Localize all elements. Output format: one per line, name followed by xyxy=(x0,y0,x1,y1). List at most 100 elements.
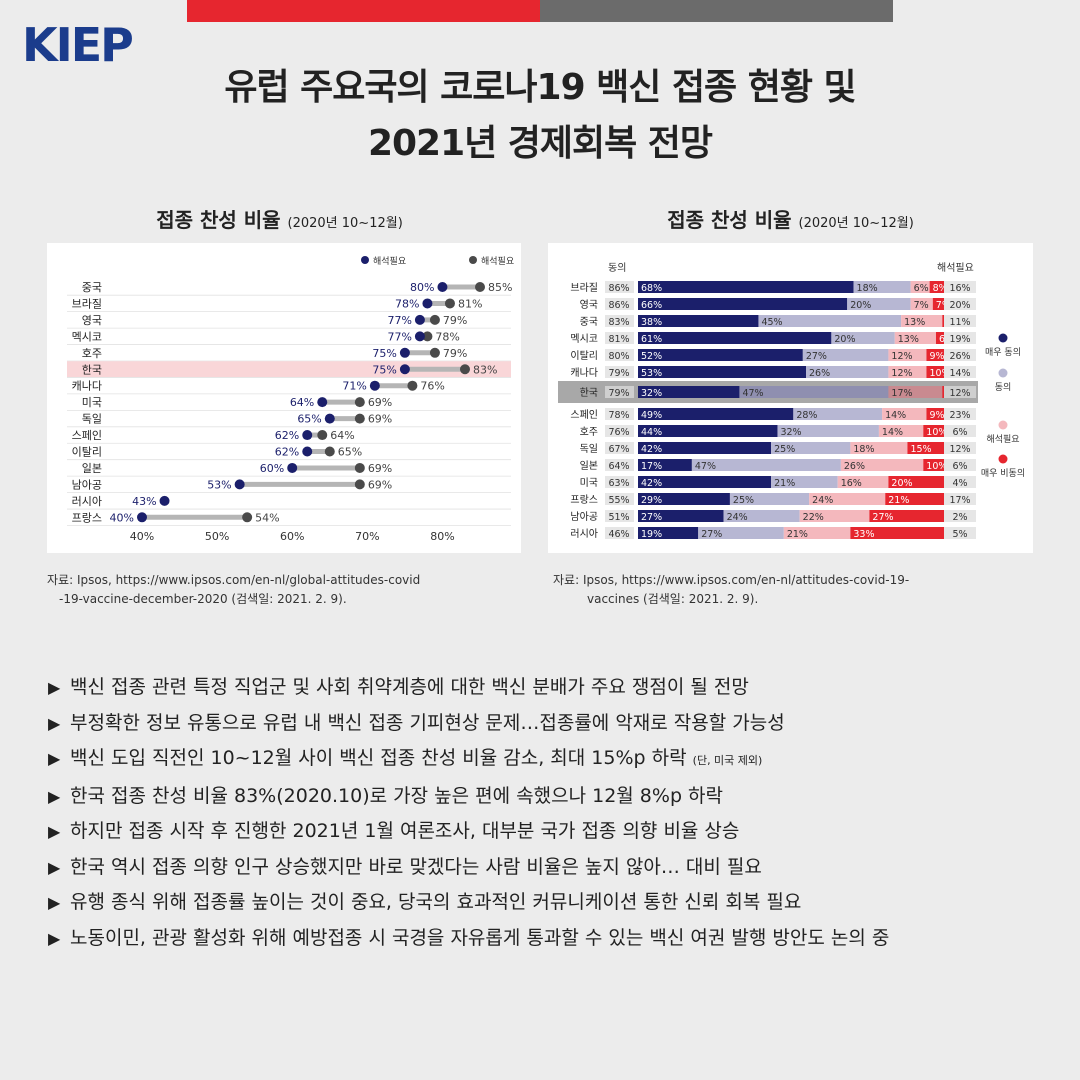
bar-segment-label: 13% xyxy=(898,334,919,345)
category-label: 스페인 xyxy=(72,429,102,442)
data-point-series2 xyxy=(354,413,365,424)
agree-total-box xyxy=(605,442,634,454)
left-chart-panel: 해석필요 해석필요 중국 85% 80% 브라질 81% 78% 영국 79% 77% 멕시코 78% 7… xyxy=(47,243,521,553)
data-point-series1 xyxy=(137,512,147,523)
category-label: 영국 xyxy=(580,299,598,311)
bar-segment xyxy=(638,527,699,539)
need-label: 12% xyxy=(949,388,970,399)
category-label: 호주 xyxy=(82,347,102,360)
left-source-line1: 자료: Ipsos, https://www.ipsos.com/en-nl/g… xyxy=(47,573,421,587)
bar-segment-label: 17% xyxy=(641,461,662,472)
need-label: 17% xyxy=(949,495,970,506)
agree-total-box xyxy=(605,386,634,398)
bar-segment xyxy=(910,298,933,310)
bar-segment-label: 33% xyxy=(853,529,874,540)
bar-segment xyxy=(729,493,810,505)
agree-total-box xyxy=(605,459,634,471)
bar-segment-label: 13% xyxy=(904,317,925,328)
bar-segment-label: 22% xyxy=(803,512,824,523)
agree-total-box xyxy=(605,298,634,310)
category-label: 러시아 xyxy=(570,528,598,540)
bar-segment xyxy=(793,408,883,420)
category-label: 브라질 xyxy=(570,282,598,294)
bullet-text: 한국 접종 찬성 비율 83%(2020.10)로 가장 높은 편에 속했으나 … xyxy=(70,784,724,807)
agree-total-label: 51% xyxy=(608,512,629,523)
category-label: 스페인 xyxy=(570,409,598,421)
bar-segment-label: 24% xyxy=(727,512,748,523)
right-chart-title: 접종 찬성 비율 (2020년 10~12월) xyxy=(548,204,1033,233)
x-tick-label: 40% xyxy=(130,530,154,543)
need-box xyxy=(944,349,976,361)
bar-segment-label: 42% xyxy=(641,444,662,455)
agree-total-box xyxy=(605,332,634,344)
bullet-item: ▶ 한국 접종 찬성 비율 83%(2020.10)로 가장 높은 편에 속했으나… xyxy=(48,779,1058,815)
bullet-item: ▶ 노동이민, 관광 활성화 위해 예방접종 시 국경을 자유롭게 통과할 수 있… xyxy=(48,921,1058,957)
need-box xyxy=(944,332,976,344)
bar-segment xyxy=(638,366,807,378)
bar-segment xyxy=(901,315,943,327)
category-label: 프랑스 xyxy=(72,511,102,524)
bar-segment xyxy=(888,366,927,378)
left-chart-title: 접종 찬성 비율 (2020년 10~12월) xyxy=(47,204,512,233)
data-label-series2: 76% xyxy=(420,380,444,393)
bar-segment xyxy=(698,527,784,539)
agree-total-box xyxy=(605,408,634,420)
need-label: 20% xyxy=(949,300,970,311)
bar-segment-label: 28% xyxy=(796,410,817,421)
agree-total-box xyxy=(605,349,634,361)
bullet-item: ▶ 부정확한 정보 유통으로 유럽 내 백신 접종 기피현상 문제…접종률에 악재… xyxy=(48,706,1058,742)
bar-segment-label: 17% xyxy=(891,388,912,399)
data-label-series1: 75% xyxy=(372,347,396,360)
bar-segment-label: 14% xyxy=(885,410,906,421)
data-label-series1: 75% xyxy=(372,363,396,376)
category-label: 캐나다 xyxy=(570,367,598,379)
bar-segment-label: 27% xyxy=(806,351,827,362)
data-label-series1: 71% xyxy=(342,380,366,393)
data-point-series2 xyxy=(354,397,365,408)
bullet-text: 백신 도입 직전인 10~12월 사이 백신 접종 찬성 비율 감소, 최대 1… xyxy=(70,747,687,769)
bar-segment-label: 21% xyxy=(787,529,808,540)
bullet-text: 부정확한 정보 유통으로 유럽 내 백신 접종 기피현상 문제…접종률에 악재로… xyxy=(70,711,785,734)
bar-segment xyxy=(847,298,911,310)
left-source-line2: -19-vaccine-december-2020 (검색일: 2021. 2.… xyxy=(59,592,347,606)
bar-segment xyxy=(638,332,832,344)
legend-label: 매우 동의 xyxy=(985,347,1021,358)
bar-segment xyxy=(878,425,924,437)
agree-total-label: 46% xyxy=(608,529,629,540)
data-point-series1 xyxy=(399,347,410,358)
data-label-series2: 69% xyxy=(368,413,392,426)
agree-total-label: 83% xyxy=(608,317,629,328)
need-box xyxy=(944,510,976,522)
bullet-text: 유행 종식 위해 접종률 높이는 것이 중요, 당국의 효과적인 커뮤니케이션 … xyxy=(70,891,802,913)
bar-segment-label: 16% xyxy=(841,478,862,489)
need-label: 5% xyxy=(952,529,967,540)
bar-segment-label: 9% xyxy=(929,410,944,421)
data-label-series2: 69% xyxy=(368,478,392,491)
data-label-series2: 79% xyxy=(443,314,467,327)
need-box xyxy=(944,408,976,420)
data-point-series2 xyxy=(459,364,470,375)
bullet-item: ▶ 하지만 접종 시작 후 진행한 2021년 1월 여론조사, 대부분 국가 접… xyxy=(48,814,1058,850)
data-point-series2 xyxy=(429,347,440,358)
bar-segment xyxy=(771,442,851,454)
need-box xyxy=(944,459,976,471)
need-box xyxy=(944,476,976,488)
bar-segment xyxy=(799,510,870,522)
agree-total-box xyxy=(605,476,634,488)
data-point-series1 xyxy=(437,282,448,292)
need-box xyxy=(944,366,976,378)
need-label: 19% xyxy=(949,334,970,345)
bullet-item: ▶ 백신 도입 직전인 10~12월 사이 백신 접종 찬성 비율 감소, 최대 … xyxy=(48,741,1058,779)
category-label: 한국 xyxy=(580,387,598,399)
x-tick-label: 50% xyxy=(205,530,229,543)
bar-segment-label: 21% xyxy=(888,495,909,506)
category-label: 한국 xyxy=(82,363,102,376)
category-label: 영국 xyxy=(82,314,102,327)
agree-total-label: 64% xyxy=(608,461,629,472)
data-point-series2 xyxy=(407,380,418,391)
summary-bullet-list: ▶ 백신 접종 관련 특정 직업군 및 사회 취약계층에 대한 백신 분배가 주요… xyxy=(48,670,1058,956)
data-point-series1 xyxy=(287,462,298,473)
bar-segment xyxy=(739,386,889,398)
bar-segment-label: 9% xyxy=(929,351,944,362)
data-point-series1 xyxy=(414,331,425,342)
